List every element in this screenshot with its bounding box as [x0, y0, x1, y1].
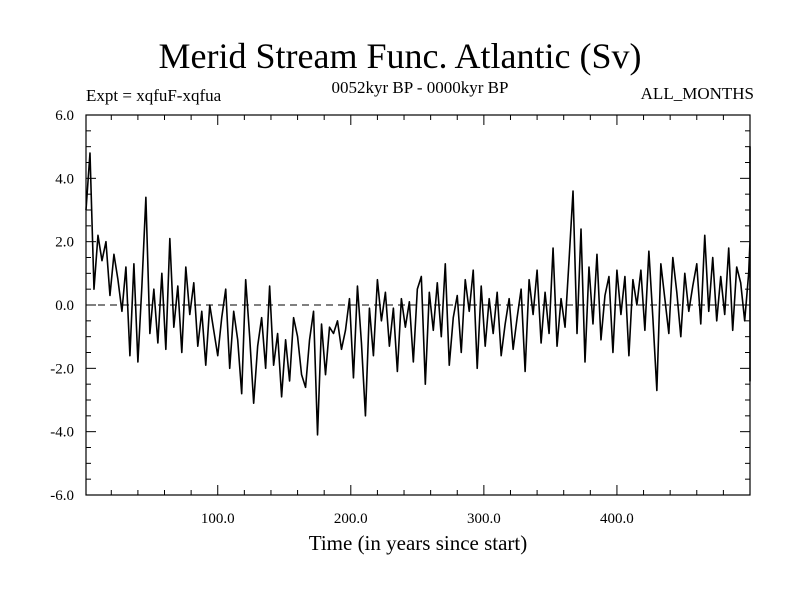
y-tick-label: 6.0 [55, 108, 74, 124]
x-tick-label: 200.0 [334, 511, 368, 527]
period-label: 0052kyr BP - 0000kyr BP [331, 78, 509, 97]
x-tick-label: 300.0 [467, 511, 501, 527]
y-tick-label: -2.0 [50, 361, 74, 377]
series-line-0 [85, 145, 751, 436]
y-tick-label: 4.0 [55, 171, 74, 187]
y-tick-label: 2.0 [55, 235, 74, 251]
axis-ticks [86, 114, 750, 496]
y-tick-label: -6.0 [50, 488, 74, 504]
x-axis-label: Time (in years since start) [309, 531, 528, 555]
axis-tick-labels: 100.0 200.0 300.0 400.0 -6.0 -4.0 -2.0 0.0 2.0 4.… [50, 108, 634, 527]
x-tick-label: 100.0 [201, 511, 235, 527]
y-tick-label: -4.0 [50, 425, 74, 441]
series-layer [85, 145, 751, 436]
chart-title: Merid Stream Func. Atlantic (Sv) [158, 36, 642, 76]
x-tick-label: 400.0 [600, 511, 634, 527]
months-label: ALL_MONTHS [640, 84, 754, 103]
experiment-label: Expt = xqfuF-xqfua [86, 86, 222, 105]
y-tick-label: 0.0 [55, 298, 74, 314]
